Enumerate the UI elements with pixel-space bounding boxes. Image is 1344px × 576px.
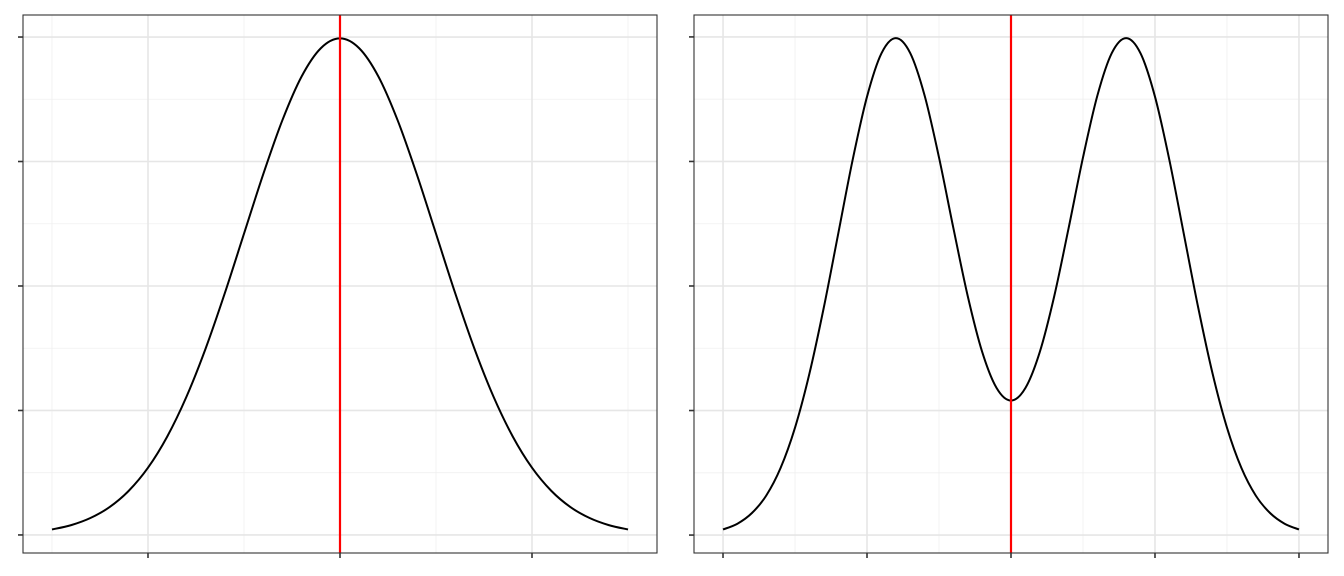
panel-border	[693, 14, 1329, 554]
panel-border	[22, 14, 658, 554]
